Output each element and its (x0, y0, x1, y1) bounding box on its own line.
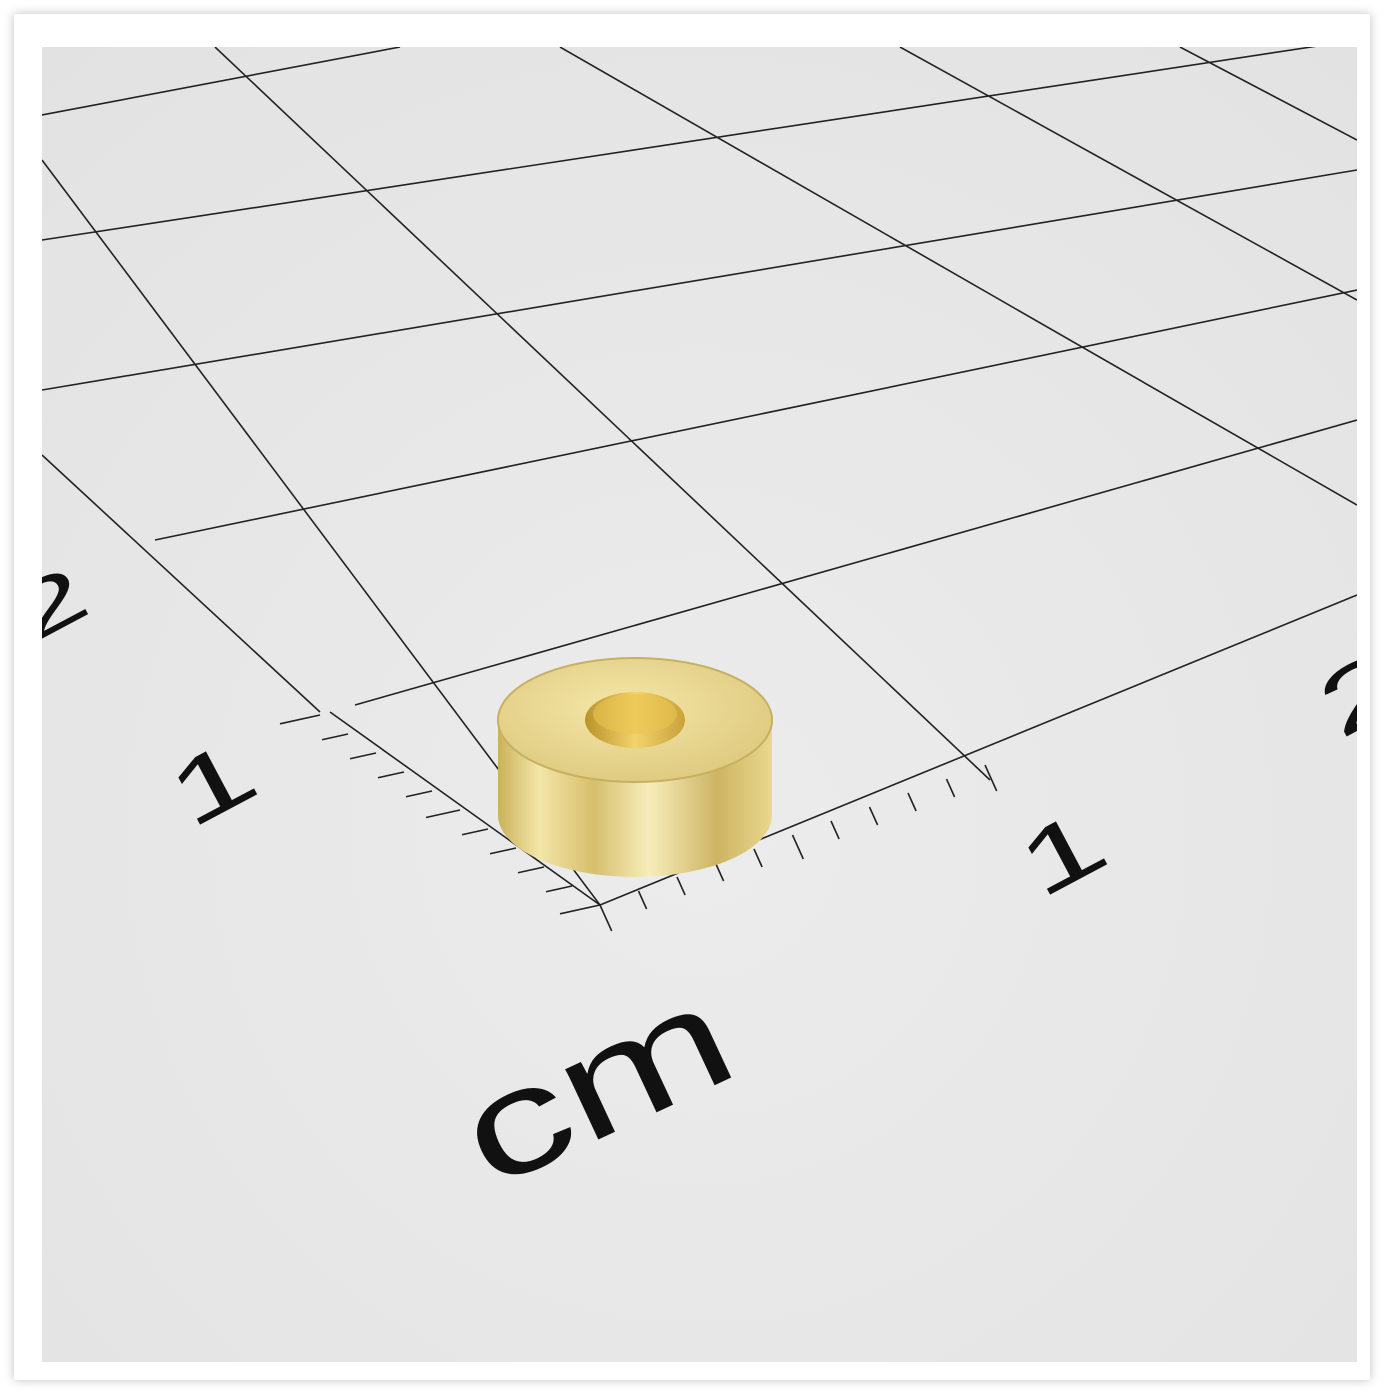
tick (405, 790, 433, 798)
tick (559, 904, 601, 915)
tick (545, 885, 573, 893)
tick (676, 876, 686, 896)
tick (517, 866, 545, 874)
tick (425, 809, 461, 819)
tick (349, 752, 377, 760)
tick (907, 792, 917, 812)
tick (279, 714, 321, 725)
ruler-ticks (279, 714, 998, 932)
tick (599, 904, 613, 932)
tick (984, 764, 998, 792)
tick (637, 890, 648, 910)
ring-magnet (497, 657, 773, 877)
tick (377, 771, 405, 779)
tick (714, 862, 725, 882)
tick (830, 820, 840, 840)
tick (945, 778, 956, 798)
tick (461, 828, 489, 836)
tick (489, 847, 517, 855)
tick (791, 834, 805, 860)
tick (868, 806, 879, 826)
tick (321, 733, 349, 741)
tick (753, 848, 763, 868)
